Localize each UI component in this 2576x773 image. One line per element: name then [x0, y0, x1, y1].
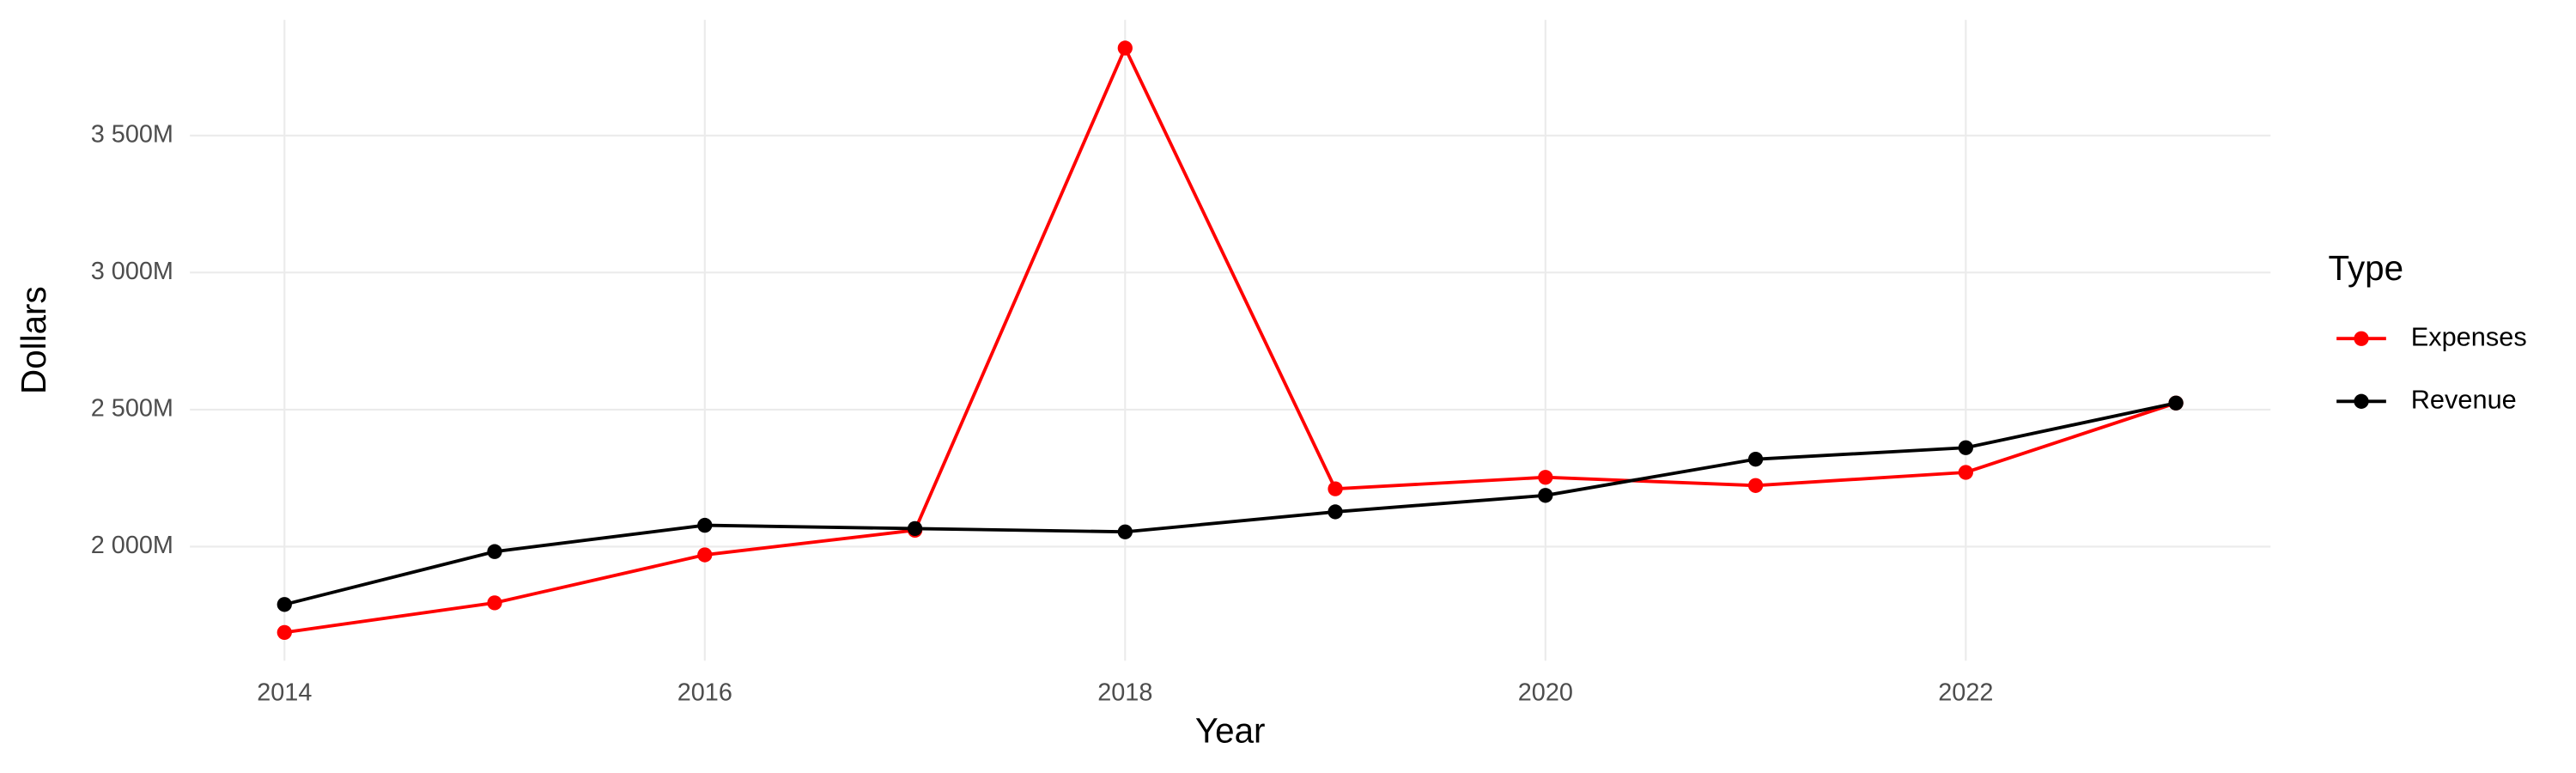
- data-point: [276, 624, 292, 641]
- legend-title: Type: [2329, 248, 2404, 288]
- data-point: [487, 544, 502, 559]
- x-tick-label: 2020: [1518, 679, 1573, 706]
- data-point: [697, 547, 713, 563]
- data-point: [1117, 40, 1133, 56]
- x-tick-label: 2022: [1938, 679, 1993, 706]
- legend-point: [2354, 331, 2369, 346]
- legend-label: Revenue: [2411, 384, 2517, 414]
- data-point: [907, 520, 923, 537]
- legend-label: Expenses: [2411, 321, 2527, 351]
- y-tick-label: 2 500M: [91, 395, 173, 423]
- data-point: [1747, 478, 1764, 493]
- x-tick-label: 2018: [1097, 679, 1152, 706]
- data-point: [1958, 440, 1973, 455]
- y-tick-label: 2 000M: [91, 532, 173, 559]
- data-point: [487, 595, 502, 611]
- series-line: [284, 44, 2177, 635]
- x-tick-label: 2016: [677, 679, 732, 706]
- data-point: [1327, 481, 1343, 496]
- data-point: [2168, 395, 2184, 411]
- legend-point: [2354, 393, 2369, 409]
- data-point: [697, 517, 713, 533]
- data-point: [1747, 452, 1764, 467]
- data-point: [1538, 470, 1553, 485]
- series-line: [283, 401, 2177, 606]
- y-tick-label: 3 500M: [91, 120, 173, 148]
- x-tick-label: 2014: [257, 679, 312, 706]
- data-point: [1958, 465, 1973, 480]
- data-point: [1538, 488, 1553, 503]
- data-point: [1117, 524, 1133, 539]
- x-axis-title: Year: [1195, 711, 1266, 751]
- data-point: [1327, 504, 1343, 520]
- data-point: [276, 597, 292, 612]
- y-tick-label: 3 000M: [91, 258, 173, 285]
- y-axis-title: Dollars: [14, 286, 53, 394]
